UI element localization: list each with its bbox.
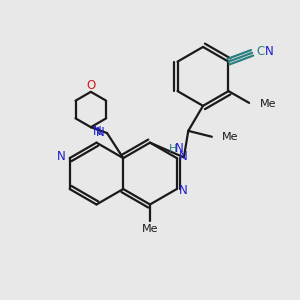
Text: N: N [175,142,184,155]
Text: C: C [256,45,264,58]
Text: N: N [179,184,188,197]
Text: N: N [179,150,188,163]
Text: N: N [57,150,66,163]
Text: Me: Me [260,99,276,110]
Text: O: O [86,79,95,92]
Text: Me: Me [222,132,238,142]
Text: N: N [93,125,102,138]
Text: Me: Me [142,224,158,235]
Text: H: H [169,143,177,154]
Text: N: N [96,126,105,139]
Text: N: N [265,45,274,58]
